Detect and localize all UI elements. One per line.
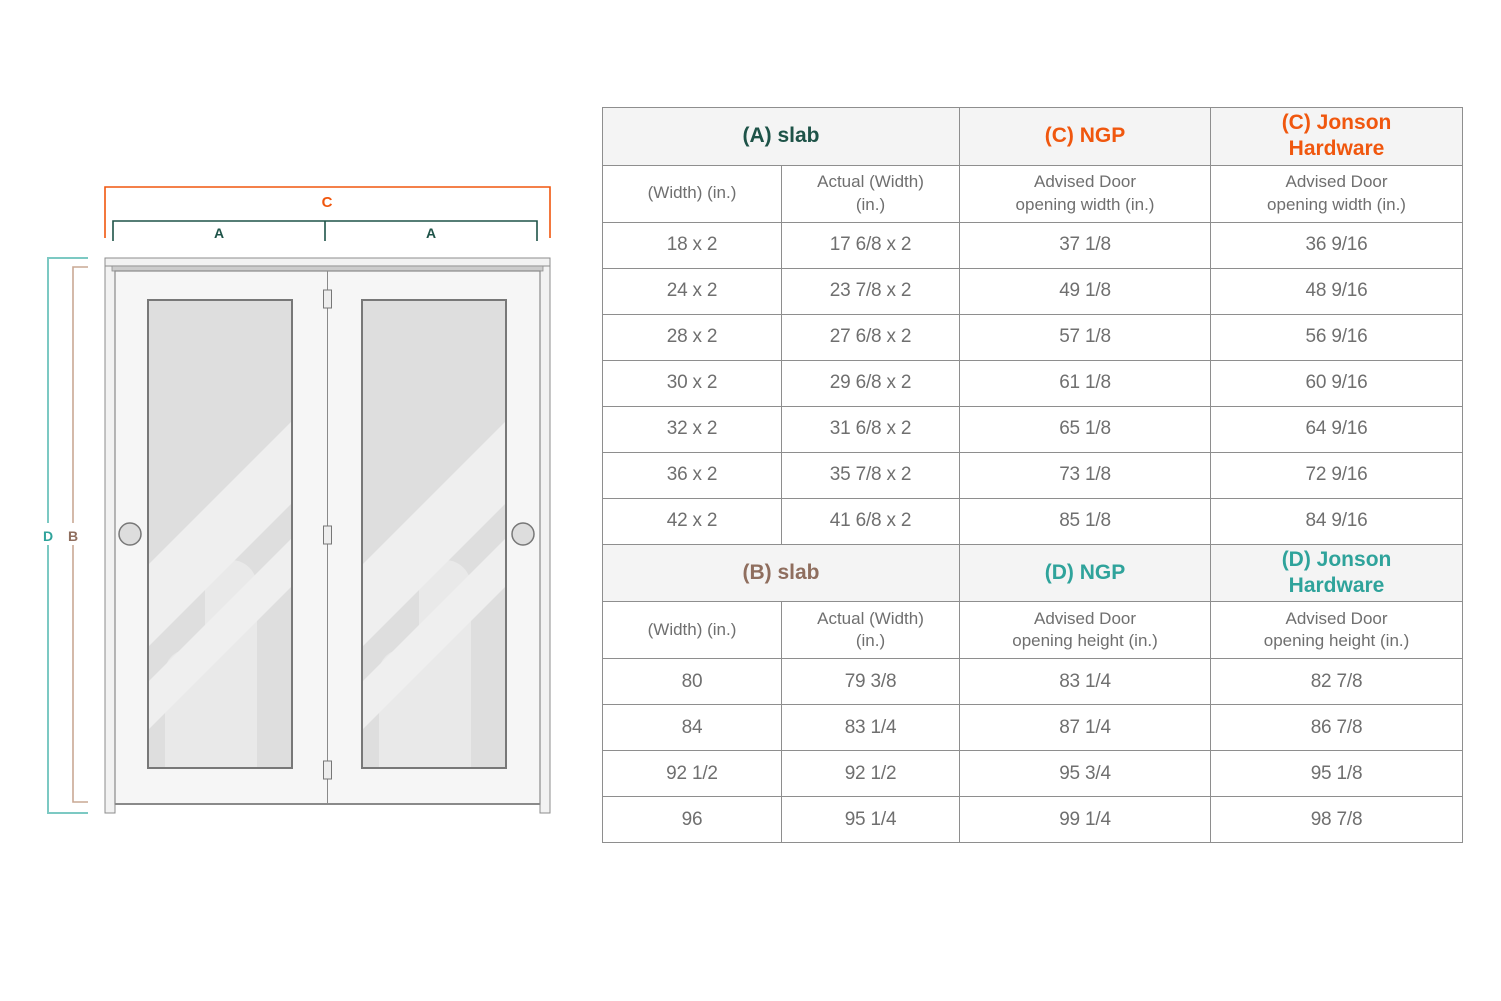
width-section-column-header-row: (Width) (in.) Actual (Width) (in.) Advis… xyxy=(602,164,1464,223)
table-cell: 73 1/8 xyxy=(959,451,1212,499)
table-cell: 30 x 2 xyxy=(602,359,782,407)
left-glass-border xyxy=(147,299,293,769)
table-cell: 31 6/8 x 2 xyxy=(780,405,961,453)
table-cell: 32 x 2 xyxy=(602,405,782,453)
table-cell: 49 1/8 xyxy=(959,267,1212,315)
table-cell: 36 9/16 xyxy=(1210,221,1464,269)
table-cell: 65 1/8 xyxy=(959,405,1212,453)
table-row: 18 x 2 17 6/8 x 2 37 1/8 36 9/16 xyxy=(602,221,1464,269)
table-cell: 42 x 2 xyxy=(602,497,782,545)
table-row: 96 95 1/4 99 1/4 98 7/8 xyxy=(602,796,1464,843)
table-cell: 99 1/4 xyxy=(959,796,1212,843)
right-glass-border xyxy=(361,299,507,769)
table-cell: 92 1/2 xyxy=(780,750,961,797)
right-door-knob-icon xyxy=(511,522,535,546)
dimension-c-bracket xyxy=(104,186,551,238)
table-cell: 85 1/8 xyxy=(959,497,1212,545)
left-door-knob-icon xyxy=(118,522,142,546)
hinge-top-icon xyxy=(323,289,332,309)
dimension-b-label-bg xyxy=(65,523,81,545)
dimension-a-left-label: A xyxy=(214,225,224,241)
left-glass-reflection xyxy=(148,420,292,768)
table-cell: 95 1/4 xyxy=(780,796,961,843)
table-cell: 36 x 2 xyxy=(602,451,782,499)
table-cell: 79 3/8 xyxy=(780,658,961,705)
width-section-header-row: (A) slab (C) NGP (C) Jonson Hardware xyxy=(601,107,1464,166)
table-row: 24 x 2 23 7/8 x 2 49 1/8 48 9/16 xyxy=(602,267,1464,315)
dimension-b-label: B xyxy=(68,528,78,544)
table-cell: 98 7/8 xyxy=(1210,796,1464,843)
column-header: Advised Door opening width (in.) xyxy=(1210,164,1464,223)
table-cell: 29 6/8 x 2 xyxy=(780,359,961,407)
table-cell: 95 3/4 xyxy=(959,750,1212,797)
table-cell: 83 1/4 xyxy=(780,704,961,751)
door-frame-head-stop xyxy=(111,265,544,272)
column-header: Actual (Width) (in.) xyxy=(780,601,961,659)
table-cell: 72 9/16 xyxy=(1210,451,1464,499)
column-header: Advised Door opening width (in.) xyxy=(959,164,1212,223)
group-header-c-jonson: (C) Jonson Hardware xyxy=(1210,107,1464,166)
door-diagram: C A A D B xyxy=(40,186,551,814)
table-row: 92 1/2 92 1/2 95 3/4 95 1/8 xyxy=(602,750,1464,797)
table-row: 30 x 2 29 6/8 x 2 61 1/8 60 9/16 xyxy=(602,359,1464,407)
table-cell: 28 x 2 xyxy=(602,313,782,361)
height-section-header-row: (B) slab (D) NGP (D) Jonson Hardware xyxy=(601,543,1464,602)
table-cell: 41 6/8 x 2 xyxy=(780,497,961,545)
table-cell: 56 9/16 xyxy=(1210,313,1464,361)
dimension-a-right-label: A xyxy=(426,225,436,241)
table-cell: 35 7/8 x 2 xyxy=(780,451,961,499)
door-frame-head xyxy=(104,257,551,267)
group-header-d-jonson: (D) Jonson Hardware xyxy=(1210,543,1464,602)
table-row: 28 x 2 27 6/8 x 2 57 1/8 56 9/16 xyxy=(602,313,1464,361)
table-cell: 83 1/4 xyxy=(959,658,1212,705)
table-row: 36 x 2 35 7/8 x 2 73 1/8 72 9/16 xyxy=(602,451,1464,499)
table-row: 42 x 2 41 6/8 x 2 85 1/8 84 9/16 xyxy=(602,497,1464,545)
table-cell: 92 1/2 xyxy=(602,750,782,797)
hinge-middle-icon xyxy=(323,525,332,545)
table-cell: 61 1/8 xyxy=(959,359,1212,407)
column-header: (Width) (in.) xyxy=(602,164,782,223)
group-header-a-slab: (A) slab xyxy=(601,107,961,166)
dimension-d-label-bg xyxy=(40,523,56,545)
dimension-c-label: C xyxy=(322,194,333,211)
table-cell: 84 9/16 xyxy=(1210,497,1464,545)
table-cell: 86 7/8 xyxy=(1210,704,1464,751)
right-glass-reflection xyxy=(362,420,506,768)
table-cell: 27 6/8 x 2 xyxy=(780,313,961,361)
table-row: 32 x 2 31 6/8 x 2 65 1/8 64 9/16 xyxy=(602,405,1464,453)
door-size-table: (A) slab (C) NGP (C) Jonson Hardware (Wi… xyxy=(601,107,1464,843)
table-cell: 80 xyxy=(602,658,782,705)
table-cell: 95 1/8 xyxy=(1210,750,1464,797)
table-cell: 84 xyxy=(602,704,782,751)
table-cell: 17 6/8 x 2 xyxy=(780,221,961,269)
column-header: Actual (Width) (in.) xyxy=(780,164,961,223)
column-header: (Width) (in.) xyxy=(602,601,782,659)
table-cell: 64 9/16 xyxy=(1210,405,1464,453)
group-header-b-slab: (B) slab xyxy=(601,543,961,602)
dimension-d-label: D xyxy=(43,528,53,544)
group-header-c-ngp: (C) NGP xyxy=(959,107,1212,166)
table-cell: 60 9/16 xyxy=(1210,359,1464,407)
hinge-bottom-icon xyxy=(323,760,332,780)
table-cell: 37 1/8 xyxy=(959,221,1212,269)
table-cell: 57 1/8 xyxy=(959,313,1212,361)
table-row: 80 79 3/8 83 1/4 82 7/8 xyxy=(602,658,1464,705)
column-header: Advised Door opening height (in.) xyxy=(959,601,1212,659)
group-header-d-ngp: (D) NGP xyxy=(959,543,1212,602)
table-cell: 48 9/16 xyxy=(1210,267,1464,315)
door-size-table-wrap: (A) slab (C) NGP (C) Jonson Hardware (Wi… xyxy=(601,107,1464,843)
door-frame-right-jamb xyxy=(539,257,551,814)
height-section-column-header-row: (Width) (in.) Actual (Width) (in.) Advis… xyxy=(602,601,1464,659)
table-cell: 87 1/4 xyxy=(959,704,1212,751)
door-frame-left-jamb xyxy=(104,257,116,814)
table-cell: 24 x 2 xyxy=(602,267,782,315)
table-cell: 18 x 2 xyxy=(602,221,782,269)
column-header: Advised Door opening height (in.) xyxy=(1210,601,1464,659)
table-cell: 82 7/8 xyxy=(1210,658,1464,705)
table-cell: 23 7/8 x 2 xyxy=(780,267,961,315)
table-row: 84 83 1/4 87 1/4 86 7/8 xyxy=(602,704,1464,751)
table-cell: 96 xyxy=(602,796,782,843)
